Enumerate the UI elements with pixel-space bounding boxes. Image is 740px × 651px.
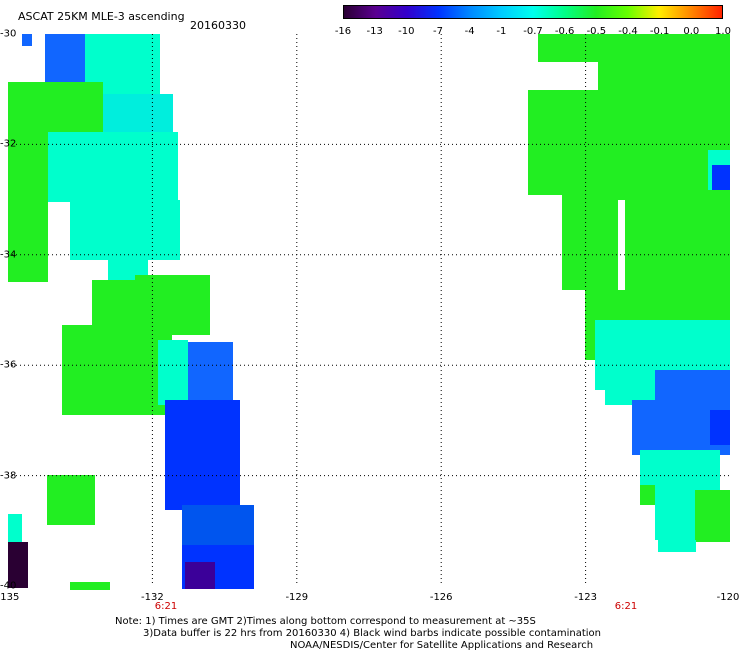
latitude-label: -40 (0, 580, 17, 592)
longitude-label: -126 (429, 592, 453, 603)
swath-cell (712, 165, 730, 190)
swath-cell (588, 90, 730, 200)
swath-cell (695, 490, 730, 542)
swath-cell (605, 360, 660, 405)
longitude-label: -120 (716, 592, 740, 603)
pass-time-label: 6:21 (614, 601, 638, 612)
swath-cell (158, 340, 188, 405)
colorbar-tick-label: -13 (366, 26, 383, 37)
map-date: 20160330 (190, 19, 246, 32)
swath-cell (135, 275, 210, 335)
swath-cell (658, 540, 696, 552)
map-title: ASCAT 25KM MLE-3 ascending (18, 10, 185, 23)
swath-cell (185, 562, 215, 589)
colorbar (343, 5, 723, 19)
swath-cell (8, 82, 103, 132)
swath-cell (640, 485, 655, 505)
swath-cell (8, 514, 22, 542)
swath-cell (47, 475, 95, 525)
swath-cell (182, 505, 254, 545)
colorbar-tick-label: -0.7 (523, 26, 543, 37)
colorbar-tick-label: -10 (398, 26, 415, 37)
swath-cell (710, 410, 730, 445)
swath-cell (538, 34, 598, 62)
longitude-label: -129 (285, 592, 309, 603)
swath-cell (70, 200, 180, 260)
swath-cell (70, 582, 110, 590)
swath-cell (188, 342, 233, 402)
swath-cell (165, 400, 240, 510)
colorbar-tick-label: -7 (433, 26, 443, 37)
swath-cell (8, 132, 48, 282)
latitude-label: -34 (0, 249, 17, 261)
latitude-label: -38 (0, 470, 17, 482)
longitude-label: -123 (574, 592, 597, 603)
note-line-1: Note: 1) Times are GMT 2)Times along bot… (115, 616, 536, 627)
swath-cell (562, 195, 618, 290)
latitude-label: -30 (0, 28, 17, 40)
colorbar-tick-label: 0.0 (683, 26, 700, 37)
colorbar-tick-label: -0.1 (649, 26, 670, 37)
swath-cell (655, 490, 695, 540)
colorbar-tick-label: -0.5 (586, 26, 607, 37)
swath-cell (640, 450, 720, 490)
swath-cell (528, 90, 588, 195)
swath-cell (45, 34, 85, 82)
colorbar-tick-label: -0.6 (554, 26, 575, 37)
colorbar-tick-label: 1.0 (715, 26, 731, 37)
colorbar-tick-label: -0.4 (618, 26, 638, 37)
swath-cell (22, 34, 32, 46)
note-line-3: NOAA/NESDIS/Center for Satellite Applica… (290, 640, 594, 651)
swath-cell (103, 94, 173, 134)
latitude-label: -36 (0, 359, 17, 371)
longitude-label: -132 (141, 592, 164, 603)
pass-time-label: 6:21 (154, 601, 178, 612)
swath-cell (8, 542, 28, 588)
colorbar-tick-label: -1 (496, 26, 507, 37)
longitude-label: -135 (0, 592, 20, 603)
swath-cell (48, 132, 178, 202)
colorbar-tick-label: -4 (464, 26, 475, 37)
swath-cell (62, 325, 172, 415)
note-line-2: 3)Data buffer is 22 hrs from 20160330 4)… (143, 628, 601, 639)
colorbar-tick-label: -16 (334, 26, 352, 37)
latitude-label: -32 (0, 138, 17, 150)
swath-cell (598, 34, 730, 94)
